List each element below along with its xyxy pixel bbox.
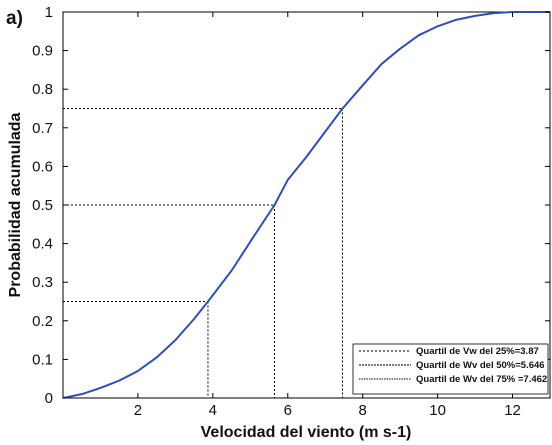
x-tick-label: 6 — [284, 402, 292, 419]
cumulative-probability-line — [62, 11, 550, 399]
y-axis: 0 0.1 0.2 0.3 0.4 0.5 0.6 0.7 0.8 0.9 1 — [32, 4, 550, 407]
y-tick-label: 0 — [45, 390, 53, 407]
y-tick-label: 0.1 — [32, 351, 53, 368]
x-tick-label: 8 — [359, 402, 367, 419]
legend-entry: Quartil de Vw del 25%=3.87 — [416, 346, 539, 357]
y-tick-label: 0.4 — [32, 236, 53, 253]
y-tick-label: 0.8 — [32, 81, 53, 98]
y-tick-label: 0.7 — [32, 120, 53, 137]
legend-box — [352, 343, 549, 395]
legend: Quartil de Vw del 25%=3.87 Quartil de Wv … — [352, 343, 549, 395]
y-tick-label: 0.9 — [32, 43, 53, 60]
panel-label: a) — [6, 8, 23, 29]
x-tick-label: 12 — [504, 402, 521, 419]
y-tick-label: 0.6 — [32, 158, 53, 175]
legend-entry: Quartil de Wv del 75% =7.462 — [416, 374, 547, 385]
x-tick-label: 4 — [209, 402, 217, 419]
y-tick-label: 1 — [45, 4, 53, 21]
y-tick-label: 0.5 — [32, 197, 53, 214]
y-axis-title: Probabilidad acumulada — [7, 112, 24, 297]
y-tick-label: 0.2 — [32, 313, 53, 330]
y-tick-label: 0.3 — [32, 274, 53, 291]
quartile-guides — [63, 108, 344, 398]
series-layer — [62, 11, 550, 399]
legend-entry: Quartil de Wv del 50%=5.646 — [416, 360, 545, 371]
x-axis: 2 4 6 8 10 12 — [134, 12, 521, 419]
x-tick-label: 10 — [429, 402, 446, 419]
x-axis-title: Velocidad del viento (m s-1) — [201, 424, 412, 441]
x-tick-label: 2 — [134, 402, 142, 419]
